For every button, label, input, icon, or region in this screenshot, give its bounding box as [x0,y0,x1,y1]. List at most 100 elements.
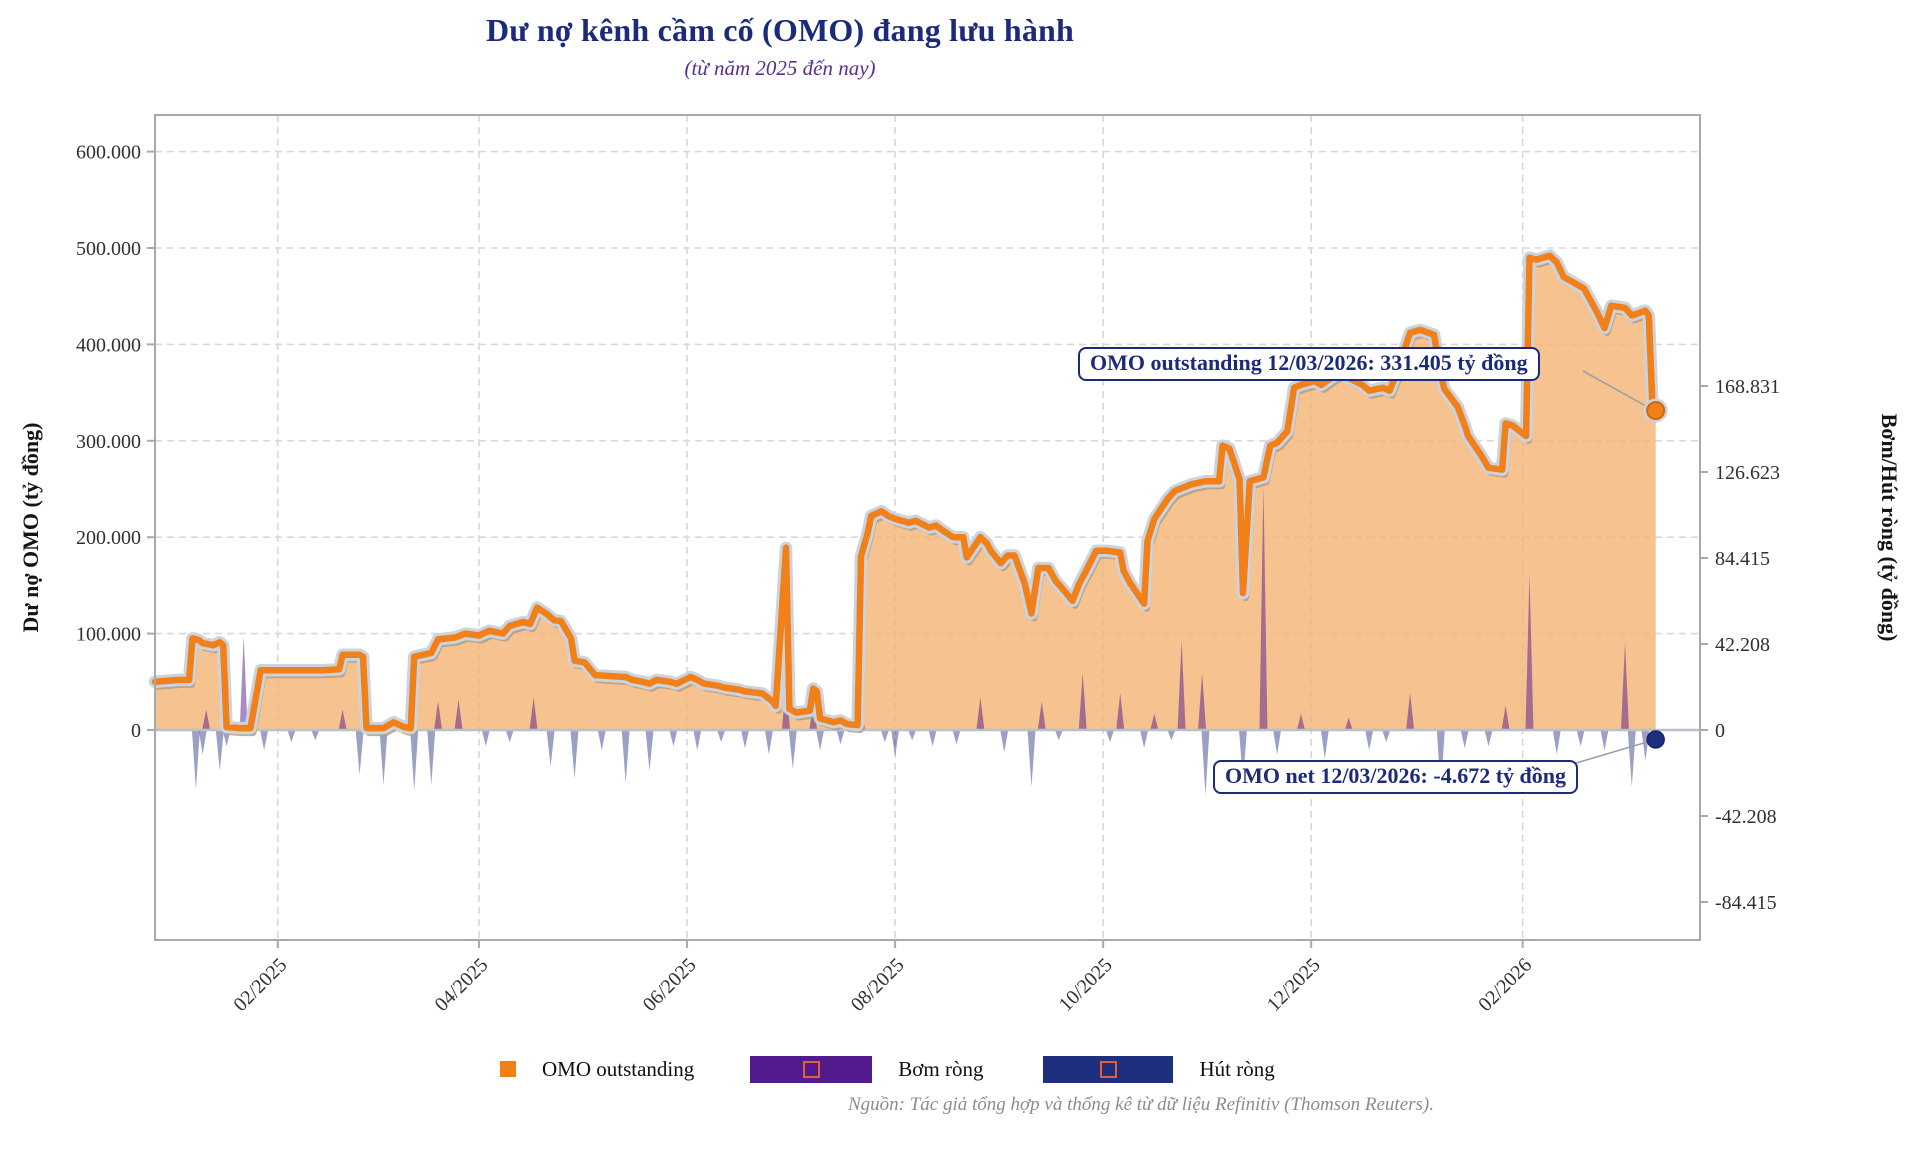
left-tick-label: 400.000 [76,334,141,356]
bom-rong-spike [1037,701,1046,730]
left-tick-label: 200.000 [76,527,141,549]
legend-label-bom-rong: Bơm ròng [898,1056,984,1081]
plot-border [154,114,1701,941]
hut-rong-spike [1320,730,1329,759]
hut-rong-spike [1365,730,1374,751]
hut-rong-spike [645,730,654,771]
omo-line [151,252,1659,732]
chart-subtitle: (từ năm 2025 đến nay) [684,56,876,80]
bom-rong-spike [1259,485,1268,730]
bom-rong-spike [1344,717,1353,730]
bom-rong-spike [434,701,443,730]
right-tick-label: 84.415 [1715,548,1770,570]
hut-rong-spike [1238,730,1247,781]
bom-rong-spike [1620,642,1629,730]
hut-rong-spike [570,730,579,779]
bom-rong-spike [1501,705,1510,730]
hut-rong-spike [355,730,364,775]
hut-rong-spike [379,730,388,785]
bom-rong-spike [1150,713,1159,730]
chart-legend: OMO outstanding Bơm ròng Hút ròng [500,1053,1275,1085]
end-dot-omo-outstanding [1646,401,1666,421]
hut-rong-spike [836,730,845,745]
right-tick-label: -42.208 [1715,806,1777,828]
hut-rong-spike [908,730,917,741]
bom-rong-spike [239,636,248,730]
hut-rong-spike [764,730,773,755]
hut-rong-spike [717,730,726,743]
legend-swatch-hut-rong [1043,1055,1174,1083]
hut-rong-spike [287,730,296,743]
hut-rong-spike [481,730,490,747]
hut-rong-spike [621,730,630,783]
annotation-leader-line [1582,370,1650,409]
bom-rong-spike [1198,672,1207,730]
right-tick-label: 42.208 [1715,634,1770,656]
hut-rong-spike [1027,730,1036,788]
bom-rong-spike [1296,713,1305,730]
legend-swatch-bom-rong [750,1055,873,1083]
left-tick-label: 0 [131,720,141,742]
hut-rong-spike [891,730,900,757]
hut-rong-spike [546,730,555,767]
hut-rong-spike [741,730,750,749]
left-tick-label: 100.000 [76,624,141,646]
hut-rong-spike [1484,730,1493,747]
left-tick-label: 500.000 [76,238,141,260]
hut-rong-spike [1000,730,1009,753]
bom-rong-spike [338,709,347,730]
right-axis-title: Bơm/Hút ròng (tỷ đồng) [1877,414,1902,642]
bom-rong-spike [1525,575,1534,730]
x-tick-label: 10/2025 [1055,954,1117,1016]
hut-rong-spike [816,730,825,751]
x-tick-label: 12/2025 [1263,954,1325,1016]
bom-rong-spike [1116,693,1125,730]
x-tick-label: 02/2025 [229,954,291,1016]
left-axis-title: Dư nợ OMO (tỷ đồng) [18,423,43,633]
legend-marker-icon [1099,1060,1117,1078]
hut-rong-spike [1201,730,1210,796]
bom-rong-spike [976,697,985,730]
bom-rong-spike [454,699,463,730]
hut-rong-spike [410,730,419,792]
hut-rong-spike [1273,730,1282,755]
hut-rong-spike [880,730,889,743]
x-tick-label: 04/2025 [431,954,493,1016]
right-tick-label: 126.623 [1715,462,1780,484]
right-tick-label: 0 [1715,720,1725,742]
hut-rong-spike [952,730,961,745]
hut-rong-spike [1576,730,1585,747]
hut-rong-spike [505,730,514,743]
annotation-omo-outstanding: OMO outstanding 12/03/2026: 331.405 tỷ đ… [1078,347,1540,381]
x-tick-label: 06/2025 [639,954,701,1016]
hut-rong-spike [1460,730,1469,749]
hut-rong-spike [693,730,702,751]
hut-rong-spike [597,730,606,751]
end-dot-omo-net [1646,730,1665,749]
legend-label-omo-outstanding: OMO outstanding [542,1056,695,1081]
hut-rong-spike [1627,730,1636,788]
legend-swatch-omo-outstanding [500,1061,516,1077]
hut-rong-spike [1105,730,1114,743]
right-tick-label: -84.415 [1715,892,1777,914]
omo-area-fill [155,255,1656,730]
left-tick-label: 300.000 [76,431,141,453]
bom-rong-spike [202,709,211,730]
chart-title: Dư nợ kênh cầm cố (OMO) đang lưu hành [485,12,1075,48]
hut-rong-spike [1054,730,1063,741]
hut-rong-spike [215,730,224,771]
hut-rong-spike [191,730,200,790]
left-tick-label: 600.000 [76,142,141,164]
x-tick-label: 02/2026 [1474,954,1536,1016]
right-tick-label: 168.831 [1715,376,1780,398]
hut-rong-spike [198,730,207,755]
hut-rong-spike [928,730,937,747]
bom-rong-spike [1406,693,1415,730]
legend-label-hut-rong: Hút ròng [1199,1056,1275,1081]
hut-rong-spike [669,730,678,747]
hut-rong-spike [260,730,269,751]
x-tick-label: 08/2025 [847,954,909,1016]
hut-rong-spike [311,730,320,741]
